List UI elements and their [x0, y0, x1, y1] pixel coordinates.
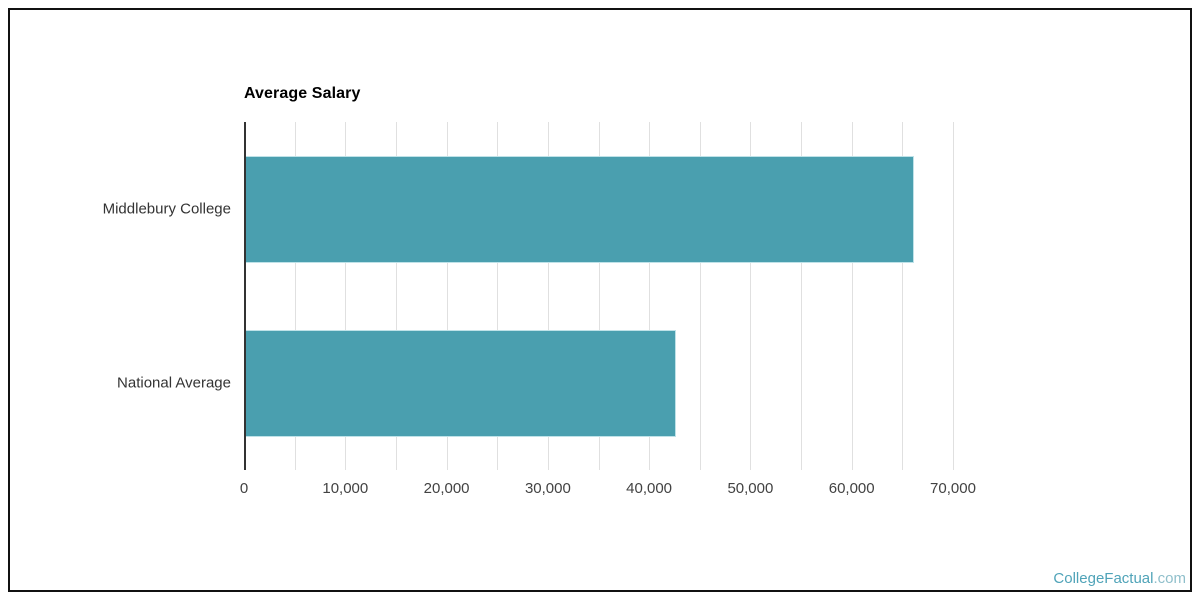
gridline — [851, 122, 853, 470]
gridline — [345, 122, 347, 470]
bar-national-average[interactable] — [245, 329, 676, 437]
gridline — [699, 122, 701, 470]
x-tick-label: 20,000 — [423, 480, 470, 497]
watermark-suffix-text: .com — [1153, 570, 1186, 587]
gridline — [801, 122, 803, 470]
gridline — [598, 122, 600, 470]
gridline — [547, 122, 549, 470]
x-tick-label: 40,000 — [626, 480, 673, 497]
gridline — [750, 122, 752, 470]
category-label: National Average — [117, 374, 231, 392]
gridline — [446, 122, 448, 470]
x-tick-label: 60,000 — [828, 480, 875, 497]
watermark-brand-text: CollegeFactual — [1053, 570, 1154, 587]
gridline — [294, 122, 296, 470]
plot-area — [244, 122, 954, 470]
gridline — [497, 122, 499, 470]
y-axis-line — [244, 122, 246, 470]
category-label: Middlebury College — [102, 200, 231, 218]
x-tick-label: 30,000 — [524, 480, 571, 497]
gridline — [902, 122, 904, 470]
watermark-link[interactable]: CollegeFactual.com — [1053, 570, 1186, 587]
gridline — [395, 122, 397, 470]
x-tick-label: 10,000 — [322, 480, 369, 497]
chart-title: Average Salary — [244, 85, 361, 102]
x-tick-label: 0 — [239, 480, 249, 497]
x-tick-label: 70,000 — [930, 480, 976, 497]
x-tick-label: 50,000 — [727, 480, 774, 497]
bar-middlebury-college[interactable] — [245, 155, 914, 263]
gridline — [649, 122, 651, 470]
gridline — [953, 122, 954, 470]
